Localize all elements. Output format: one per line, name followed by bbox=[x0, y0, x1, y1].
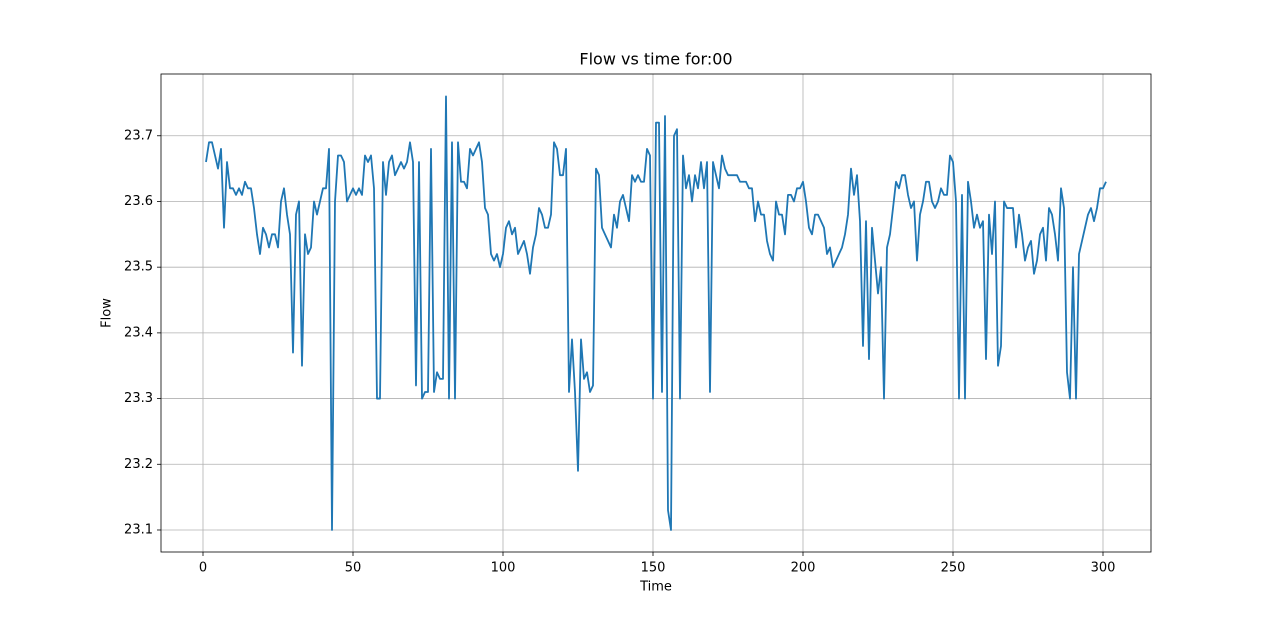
y-tick-label: 23.5 bbox=[124, 260, 153, 275]
x-tick-label: 0 bbox=[199, 561, 207, 576]
x-tick-label: 50 bbox=[345, 561, 362, 576]
y-tick-label: 23.6 bbox=[124, 194, 153, 209]
y-tick-label: 23.7 bbox=[124, 128, 153, 143]
x-tick-label: 200 bbox=[791, 561, 816, 576]
data-line bbox=[205, 95, 1107, 531]
x-tick-label: 300 bbox=[1091, 561, 1116, 576]
y-axis-label: Flow bbox=[100, 298, 115, 328]
plot-frame bbox=[160, 73, 1152, 553]
x-tick-label: 150 bbox=[641, 561, 666, 576]
y-tick-label: 23.4 bbox=[124, 325, 153, 340]
y-tick-label: 23.1 bbox=[124, 522, 153, 537]
y-tick-label: 23.3 bbox=[124, 391, 153, 406]
x-tick-label: 100 bbox=[491, 561, 516, 576]
x-axis-label: Time bbox=[639, 580, 672, 595]
x-tick-label: 250 bbox=[941, 561, 966, 576]
y-tick-label: 23.2 bbox=[124, 457, 153, 472]
chart-title: Flow vs time for:00 bbox=[579, 50, 732, 69]
